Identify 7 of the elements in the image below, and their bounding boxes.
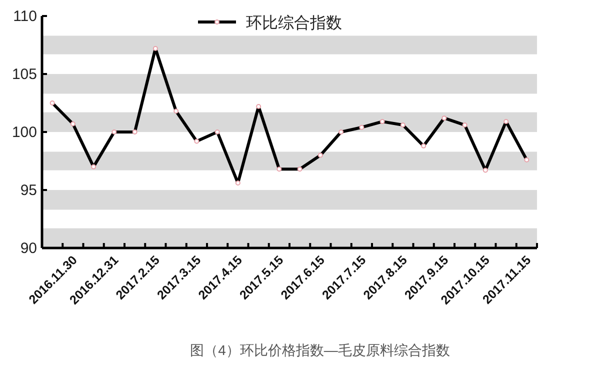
y-tick-label: 90: [20, 240, 37, 257]
y-tick-label: 110: [13, 8, 37, 25]
y-tick-label: 105: [12, 66, 37, 83]
y-tick-label: 100: [12, 124, 37, 141]
text: 图（4）环比价格指数—毛皮原料综合指数: [190, 342, 450, 358]
legend-label: 环比综合指数: [246, 14, 342, 32]
y-tick-label: 95: [20, 182, 37, 199]
